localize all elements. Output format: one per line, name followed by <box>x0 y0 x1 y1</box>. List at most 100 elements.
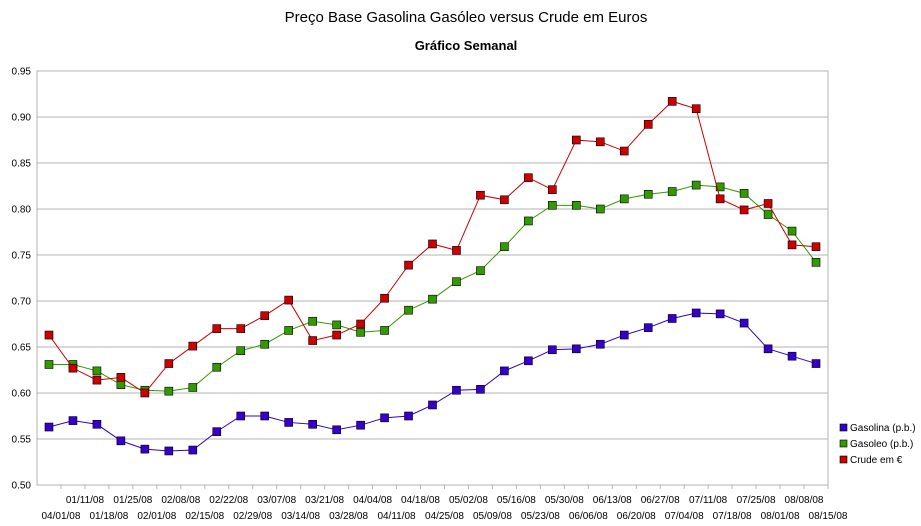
data-point <box>595 204 605 214</box>
data-point <box>476 190 485 200</box>
data-point <box>667 187 677 196</box>
data-point <box>188 341 198 351</box>
data-point <box>691 308 701 318</box>
data-point <box>572 344 581 354</box>
x-tick-label: 04/25/08 <box>425 511 464 522</box>
x-tick-label: 02/29/08 <box>233 511 272 522</box>
x-tick-label: 03/14/08 <box>281 511 320 522</box>
data-point <box>380 413 389 423</box>
data-point <box>715 194 725 204</box>
x-tick-label: 03/21/08 <box>305 495 344 506</box>
data-point <box>284 295 293 305</box>
data-point <box>643 189 653 199</box>
data-point <box>260 311 270 321</box>
x-tick-label: 07/04/08 <box>665 511 704 522</box>
data-point <box>763 210 773 219</box>
x-tick-label: 01/18/08 <box>89 511 128 522</box>
x-tick-label: 01/11/08 <box>66 495 105 506</box>
series-line <box>48 184 817 392</box>
data-point <box>787 226 797 236</box>
data-point <box>667 314 677 323</box>
data-point <box>212 324 222 333</box>
data-point <box>68 363 78 373</box>
data-point <box>116 380 126 390</box>
data-point <box>500 242 509 252</box>
data-point <box>116 373 126 382</box>
data-point <box>643 323 653 332</box>
data-point <box>92 419 102 429</box>
data-point <box>308 419 317 429</box>
legend-marker <box>839 439 848 448</box>
y-tick-label: 0.65 <box>12 343 32 354</box>
data-point <box>763 344 773 354</box>
data-point <box>308 316 317 326</box>
y-tick-label: 0.55 <box>12 435 32 446</box>
data-point <box>188 383 198 392</box>
x-tick-label: 04/18/08 <box>401 495 440 506</box>
data-point <box>308 336 317 345</box>
data-point <box>212 362 222 372</box>
data-point <box>811 359 821 368</box>
data-point <box>643 120 653 129</box>
data-point <box>404 260 413 270</box>
data-point <box>380 293 389 303</box>
data-point <box>332 425 341 435</box>
x-tick-label: 03/07/08 <box>257 495 296 506</box>
data-point <box>667 97 677 106</box>
legend-marker <box>839 423 848 432</box>
y-tick-label: 0.70 <box>12 297 32 308</box>
x-tick-label: 05/09/08 <box>473 511 512 522</box>
data-point <box>356 319 365 329</box>
data-point <box>595 137 605 147</box>
data-point <box>404 411 413 421</box>
y-tick-label: 0.85 <box>12 159 32 170</box>
data-point <box>476 385 485 394</box>
data-point <box>164 359 174 368</box>
x-tick-label: 08/08/08 <box>785 495 824 506</box>
data-point <box>691 180 701 190</box>
data-point <box>236 411 246 421</box>
x-tick-label: 06/20/08 <box>617 511 656 522</box>
x-tick-label: 02/01/08 <box>137 511 176 522</box>
data-point <box>92 366 102 376</box>
data-point <box>787 351 797 361</box>
data-point <box>284 326 293 335</box>
x-tick-label: 07/25/08 <box>737 495 776 506</box>
data-point <box>164 386 174 396</box>
x-tick-label: 03/28/08 <box>329 511 368 522</box>
y-tick-label: 0.80 <box>12 205 32 216</box>
data-point <box>619 146 629 156</box>
plot-area: 0.95 0.90 0.85 0.80 0.75 0.70 0.65 0.60 0.55 0.50… <box>12 67 848 523</box>
data-point <box>811 258 821 267</box>
data-point <box>428 294 437 304</box>
legend-label: Gasoleo (p.b.) <box>850 439 913 450</box>
data-point <box>68 416 78 425</box>
data-point <box>691 104 701 114</box>
data-point <box>524 173 533 183</box>
data-point <box>619 330 629 340</box>
x-tick-label: 08/01/08 <box>761 511 800 522</box>
chart-title: Preço Base Gasolina Gasóleo versus Crude… <box>285 9 648 26</box>
x-tick-label: 07/18/08 <box>713 511 752 522</box>
x-tick-label: 05/23/08 <box>521 511 560 522</box>
data-point <box>452 277 461 286</box>
series-line <box>48 312 817 452</box>
x-tick-label: 05/02/08 <box>449 495 488 506</box>
y-tick-label: 0.60 <box>12 389 32 400</box>
x-tick-label: 07/11/08 <box>689 495 728 506</box>
y-tick-label: 0.95 <box>12 67 32 78</box>
data-point <box>595 339 605 349</box>
x-tick-label: 02/08/08 <box>161 495 200 506</box>
data-point <box>44 360 54 369</box>
data-point <box>260 411 270 421</box>
legend-label: Gasolina (p.b.) <box>850 423 916 434</box>
data-point <box>548 201 557 210</box>
data-point <box>356 327 365 337</box>
data-point <box>548 185 557 194</box>
data-point <box>140 444 150 454</box>
data-point <box>572 135 581 145</box>
data-point <box>212 427 222 436</box>
x-tick-label: 06/06/08 <box>569 511 608 522</box>
legend: Gasolina (p.b.) Gasoleo (p.b.) Crude em € <box>839 423 916 466</box>
